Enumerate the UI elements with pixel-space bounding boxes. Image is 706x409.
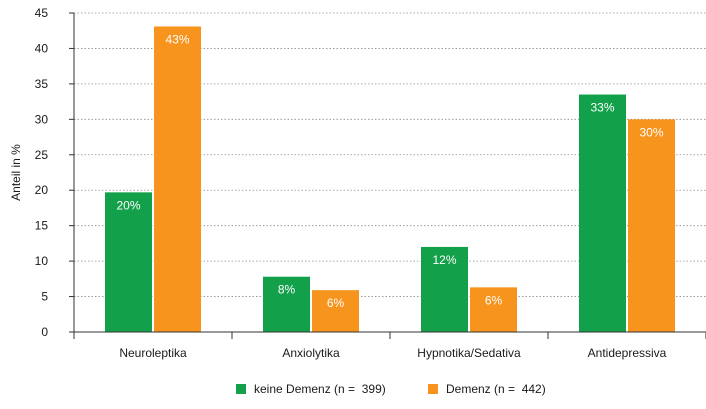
bar: [470, 287, 517, 332]
legend: keine Demenz (n = 399) Demenz (n = 442): [0, 382, 706, 402]
y-tick-label: 5: [41, 290, 48, 304]
y-tick-label: 0: [41, 325, 48, 339]
legend-swatch-keine-demenz: [236, 384, 246, 394]
data-label: 43%: [165, 32, 189, 46]
y-tick-label: 30: [35, 112, 49, 126]
axes: [73, 13, 706, 339]
legend-item-keine-demenz: keine Demenz (n = 399): [236, 382, 386, 396]
x-category-label: Hypnotika/Sedativa: [417, 346, 521, 360]
data-label: 33%: [590, 101, 614, 115]
bar: [154, 26, 201, 332]
y-tick-label: 40: [35, 41, 49, 55]
y-axis-ticks: 0 5 10 15 20 25 30 35 40 45: [35, 6, 74, 339]
data-labels: 20% 43% 8% 6% 12% 6% 33% 30%: [116, 32, 663, 310]
bar: [579, 94, 626, 333]
bar: [628, 119, 675, 332]
y-tick-label: 45: [35, 6, 49, 20]
y-tick-label: 35: [35, 77, 49, 91]
data-label: 8%: [278, 283, 296, 297]
y-tick-label: 15: [35, 219, 49, 233]
y-tick-label: 25: [35, 148, 49, 162]
x-axis-categories: Neuroleptika Anxiolytika Hypnotika/Sedativ…: [119, 346, 666, 360]
x-category-label: Neuroleptika: [119, 346, 187, 360]
x-category-label: Anxiolytika: [282, 346, 340, 360]
bars: [105, 26, 675, 333]
legend-label-keine-demenz: keine Demenz (n = 399): [254, 382, 386, 396]
y-axis-title: Anteil in %: [9, 144, 23, 201]
legend-label-demenz: Demenz (n = 442): [446, 382, 546, 396]
legend-item-demenz: Demenz (n = 442): [428, 382, 546, 396]
legend-swatch-demenz: [428, 384, 438, 394]
data-label: 6%: [327, 296, 345, 310]
data-label: 20%: [116, 198, 140, 212]
y-tick-label: 20: [35, 183, 49, 197]
bar: [105, 192, 152, 332]
data-label: 30%: [639, 125, 663, 139]
bar-chart: 0 5 10 15 20 25 30 35 40 45 20% 43% 8% 6% 12% 6% 33% 30%…: [9, 6, 706, 360]
bar: [312, 290, 359, 332]
x-category-label: Antidepressiva: [588, 346, 667, 360]
bar: [421, 246, 468, 332]
data-label: 12%: [432, 253, 456, 267]
y-tick-label: 10: [35, 254, 49, 268]
data-label: 6%: [485, 293, 503, 307]
bar: [263, 276, 310, 332]
